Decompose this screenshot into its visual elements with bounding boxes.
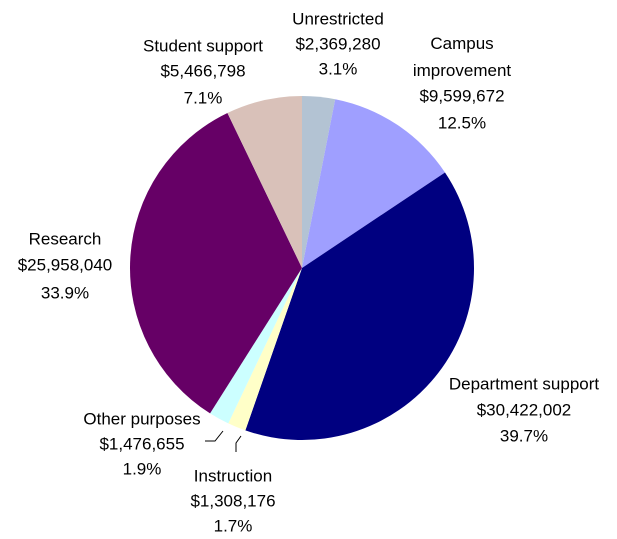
slice-percent-label: 33.9% (41, 283, 89, 302)
slice-percent-label: 1.7% (214, 516, 253, 535)
slice-label: Other purposes (83, 409, 200, 428)
slice-percent-label: 39.7% (500, 426, 548, 445)
slice-label: Unrestricted (292, 9, 384, 28)
leader-line (205, 430, 224, 442)
slice-value-label: $5,466,798 (160, 61, 245, 80)
slice-value-label: $1,476,655 (99, 434, 184, 453)
slice-label: Student support (143, 36, 263, 55)
slice-value-label: $2,369,280 (295, 34, 380, 53)
labels: Unrestricted $2,369,280 3.1% Campus improvem… (18, 9, 600, 535)
slice-value-label: $1,308,176 (190, 491, 275, 510)
slice-value-label: $9,599,672 (419, 86, 504, 105)
pie-slice (210, 268, 302, 424)
pie-slice (302, 99, 446, 268)
slice-value-label: $30,422,002 (477, 400, 572, 419)
slice-value-label: $25,958,040 (18, 255, 113, 274)
pie (130, 96, 474, 440)
slice-label: Department support (449, 374, 600, 393)
slice-label: Research (29, 229, 102, 248)
slice-percent-label: 1.9% (123, 459, 162, 478)
slice-label: Instruction (194, 466, 272, 485)
slice-percent-label: 7.1% (184, 88, 223, 107)
slice-percent-label: 12.5% (438, 113, 486, 132)
leader-line (235, 435, 242, 452)
pie-slice (228, 268, 302, 431)
pie-slice (302, 96, 336, 268)
pie-slice (227, 96, 302, 268)
pie-slice (130, 113, 302, 414)
slice-percent-label: 3.1% (319, 59, 358, 78)
pie-slice (245, 172, 474, 440)
slice-label: Campus improvement (413, 34, 512, 80)
